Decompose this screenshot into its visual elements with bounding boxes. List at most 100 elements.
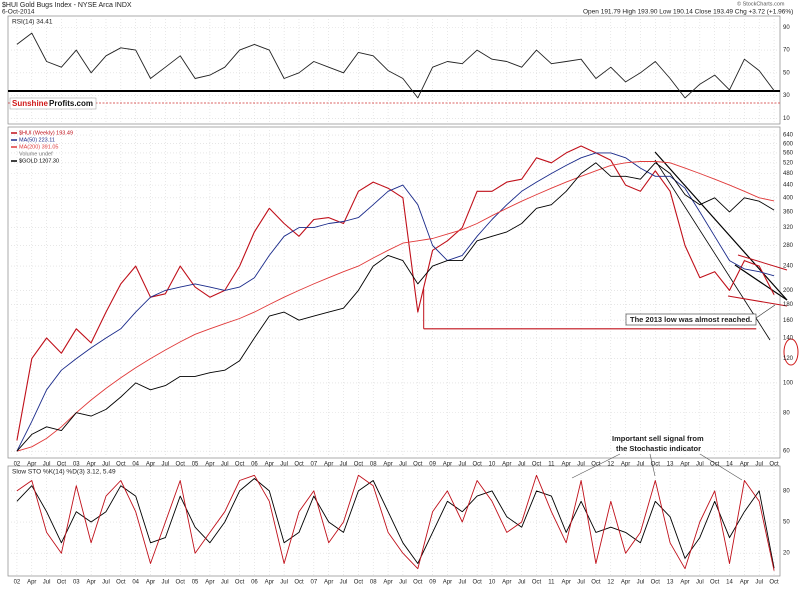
legend-label: Volume undef xyxy=(19,151,53,157)
series-line xyxy=(16,145,775,441)
y-tick-label: 640 xyxy=(783,133,794,139)
panel xyxy=(7,465,781,577)
x-tick-label: Oct xyxy=(651,580,661,586)
x-tick-label: Oct xyxy=(413,580,423,586)
y-tick-label: 50 xyxy=(783,70,790,76)
x-tick-label: Apr xyxy=(680,580,689,586)
series-line xyxy=(16,32,775,99)
x-tick-label: 09 xyxy=(429,462,436,468)
x-tick-label: Oct xyxy=(591,462,601,468)
panel-title: RSI(14) 34.41 xyxy=(12,19,53,26)
x-tick-label: Apr xyxy=(265,462,274,468)
x-tick-label: Apr xyxy=(383,580,392,586)
x-tick-label: Apr xyxy=(443,462,452,468)
y-tick-label: 30 xyxy=(783,93,790,99)
x-tick-label: 08 xyxy=(370,580,377,586)
x-tick-label: Apr xyxy=(562,462,571,468)
x-tick-label: Oct xyxy=(769,580,779,586)
x-tick-label: Oct xyxy=(591,580,601,586)
x-tick-label: 12 xyxy=(607,462,614,468)
trend-line xyxy=(727,295,788,307)
x-tick-label: 05 xyxy=(192,580,199,586)
legend-label: $GOLD 1207.30 xyxy=(19,158,59,164)
y-tick-label: 440 xyxy=(783,183,794,189)
x-tick-label: Apr xyxy=(324,580,333,586)
series-line xyxy=(16,478,775,569)
x-tick-label: Apr xyxy=(205,462,214,468)
y-tick-label: 80 xyxy=(783,410,790,416)
x-tick-label: Jul xyxy=(43,580,51,586)
x-tick-label: Oct xyxy=(57,580,67,586)
x-tick-label: Apr xyxy=(146,462,155,468)
x-tick-label: Apr xyxy=(86,580,95,586)
x-tick-label: Jul xyxy=(755,580,763,586)
x-tick-label: Oct xyxy=(769,462,779,468)
x-tick-label: Jul xyxy=(577,580,585,586)
x-tick-label: Jul xyxy=(221,580,229,586)
x-tick-label: Oct xyxy=(710,580,720,586)
y-tick-label: 10 xyxy=(783,116,790,122)
y-tick-label: 400 xyxy=(783,195,794,201)
x-tick-label: 06 xyxy=(251,462,258,468)
legend-label: MA(50) 223.11 xyxy=(19,137,55,143)
logo: Sunshine xyxy=(12,99,49,108)
x-tick-label: 14 xyxy=(726,462,733,468)
y-tick-label: 180 xyxy=(783,302,794,308)
annotation-box xyxy=(625,313,757,326)
x-tick-label: Apr xyxy=(740,580,749,586)
trend-line xyxy=(734,264,788,301)
x-tick-label: Jul xyxy=(162,462,170,468)
highlight-circle xyxy=(783,338,799,366)
x-tick-label: 06 xyxy=(251,580,258,586)
x-tick-label: Apr xyxy=(86,462,95,468)
y-tick-label: 80 xyxy=(783,488,790,494)
x-tick-label: Jul xyxy=(518,462,526,468)
x-tick-label: 09 xyxy=(429,580,436,586)
arrow xyxy=(699,453,743,481)
x-tick-label: 05 xyxy=(192,462,199,468)
x-tick-label: Oct xyxy=(57,462,67,468)
x-tick-label: Apr xyxy=(740,462,749,468)
x-tick-label: Jul xyxy=(162,580,170,586)
x-tick-label: Jul xyxy=(102,462,110,468)
series-line xyxy=(16,474,775,571)
header-quote: Open 191.79 High 193.90 Low 190.14 Close… xyxy=(583,9,793,16)
x-tick-label: 03 xyxy=(73,580,80,586)
x-tick-label: Oct xyxy=(116,580,126,586)
x-tick-label: Oct xyxy=(354,580,364,586)
header-date: 6-Oct-2014 xyxy=(2,9,35,16)
x-tick-label: Apr xyxy=(383,462,392,468)
x-tick-label: 04 xyxy=(132,462,139,468)
x-tick-label: Oct xyxy=(651,462,661,468)
series-line xyxy=(16,152,775,452)
x-tick-label: Oct xyxy=(176,580,186,586)
x-tick-label: Oct xyxy=(176,462,186,468)
x-tick-label: Apr xyxy=(621,580,630,586)
y-tick-label: 200 xyxy=(783,288,794,294)
panel-title: Slow STO %K(14) %D(3) 3.12, 5.49 xyxy=(12,469,116,476)
y-tick-label: 240 xyxy=(783,264,794,270)
arrow xyxy=(571,453,621,479)
x-tick-label: Jul xyxy=(102,580,110,586)
x-tick-label: Apr xyxy=(502,462,511,468)
x-tick-label: 11 xyxy=(548,462,555,468)
x-tick-label: Jul xyxy=(755,462,763,468)
x-tick-label: Jul xyxy=(399,462,407,468)
arrow xyxy=(649,453,656,477)
y-tick-label: 480 xyxy=(783,171,794,177)
x-tick-label: 10 xyxy=(489,462,496,468)
y-tick-label: 360 xyxy=(783,209,794,215)
y-tick-label: 120 xyxy=(783,356,794,362)
x-tick-label: Jul xyxy=(458,580,466,586)
x-tick-label: Apr xyxy=(680,462,689,468)
x-tick-label: Apr xyxy=(443,580,452,586)
x-tick-label: Oct xyxy=(235,462,245,468)
panel xyxy=(7,15,781,125)
x-tick-label: 04 xyxy=(132,580,139,586)
trend-line xyxy=(737,254,788,271)
trend-line xyxy=(654,151,788,301)
panel xyxy=(7,126,781,459)
trend-line xyxy=(654,159,771,341)
x-tick-label: Apr xyxy=(27,580,36,586)
